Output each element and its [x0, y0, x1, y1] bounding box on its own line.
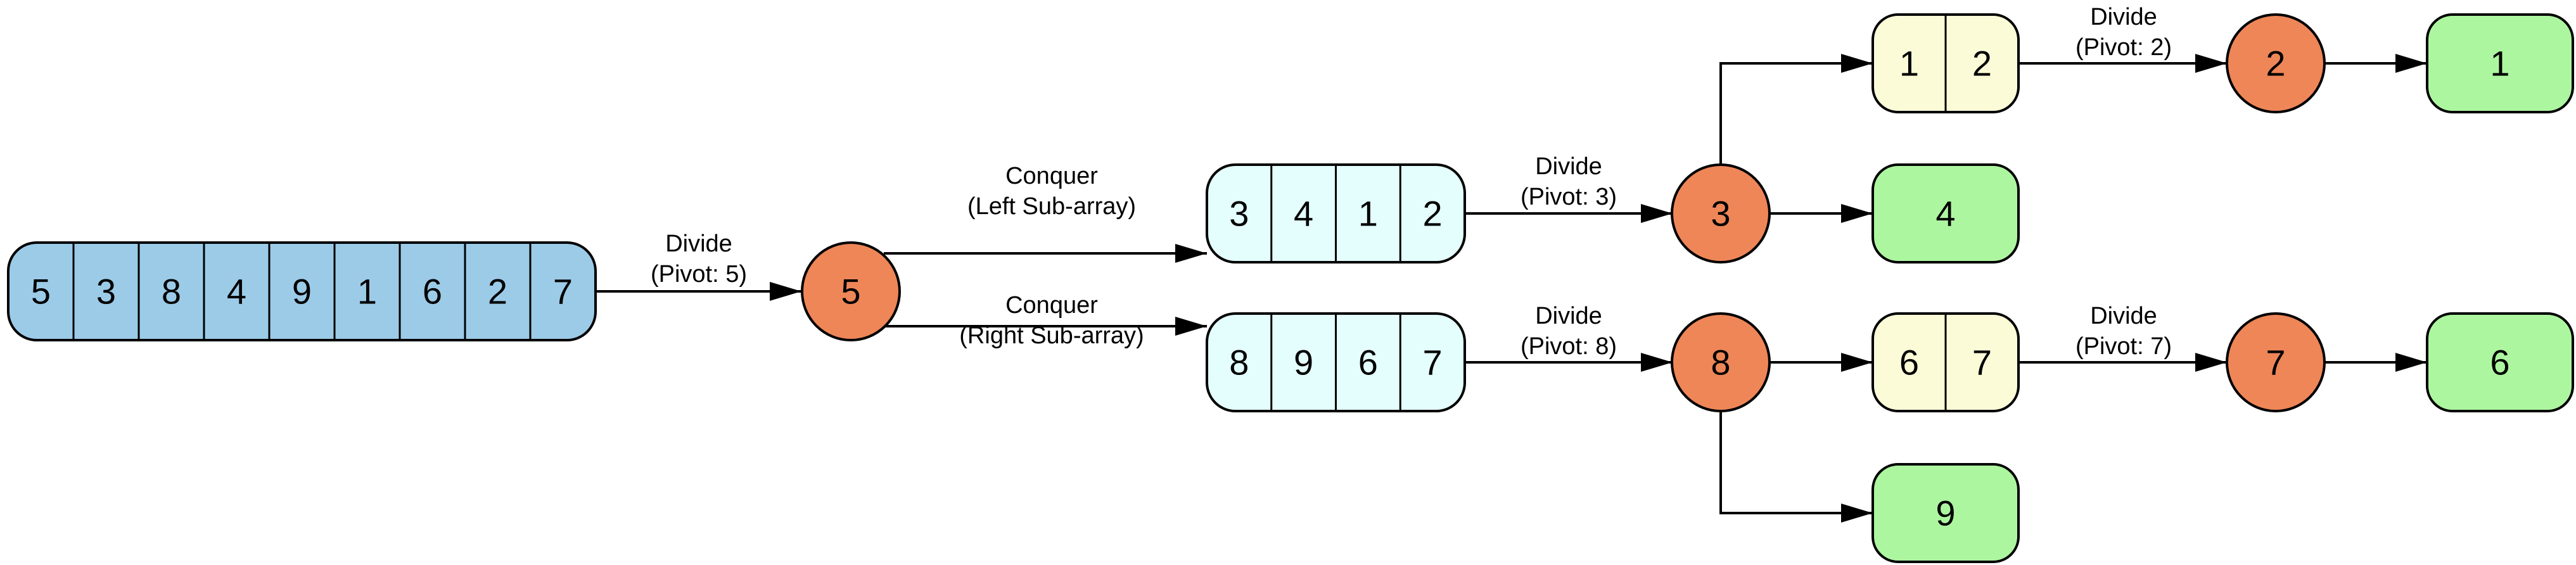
pivot-5: 5	[801, 241, 901, 341]
array-cell-value: 4	[227, 272, 246, 312]
array-cell-value: 1	[357, 272, 377, 312]
array-cell-value: 6	[1899, 343, 1919, 383]
leaf-label: 4	[1935, 194, 1955, 234]
array-cell-value: 5	[31, 272, 51, 312]
label-conquer-left-line2: (Left Sub-array)	[967, 193, 1136, 220]
pivot-label: 3	[1711, 194, 1730, 234]
pivot-label: 8	[1711, 343, 1730, 383]
label-conquer-right-line2: (Right Sub-array)	[959, 322, 1144, 349]
edges	[596, 54, 2427, 523]
pivot-7: 7	[2226, 312, 2326, 412]
array-cell-value: 9	[292, 272, 312, 312]
label-conquer-left-line1: Conquer	[1005, 163, 1098, 189]
label-divide-3-line1: Divide	[1535, 153, 1602, 180]
pivot-circle	[1671, 163, 1771, 263]
array-cell-value: 2	[1972, 44, 1992, 84]
leaf-1: 1	[2426, 13, 2574, 113]
array-cell-value: 7	[1423, 343, 1443, 383]
pivot-circle	[2226, 312, 2326, 412]
array-cell-value: 6	[423, 272, 442, 312]
leaf-6: 6	[2426, 312, 2574, 412]
array-box	[7, 241, 597, 341]
pivot-circle	[1671, 312, 1771, 412]
label-divide-5-line1: Divide	[665, 231, 732, 257]
leaf-label: 1	[2490, 44, 2509, 84]
leaf-box	[2426, 13, 2574, 113]
label-divide-2-line1: Divide	[2090, 4, 2157, 30]
leaf-9: 9	[1871, 463, 2020, 563]
right-subarray: 8 9 6 7	[1206, 312, 1466, 412]
array-cell-value: 8	[1229, 343, 1249, 383]
pivot-label: 5	[841, 272, 860, 312]
label-divide-2-line2: (Pivot: 2)	[2075, 34, 2172, 61]
label-divide-7-line2: (Pivot: 7)	[2075, 333, 2172, 360]
array-cell-value: 7	[553, 272, 573, 312]
leaf-box	[2426, 312, 2574, 412]
pivot-circle	[2226, 13, 2326, 113]
label-divide-8-line2: (Pivot: 8)	[1521, 333, 1617, 360]
array-cell-value: 4	[1294, 194, 1313, 234]
array-cell-value: 2	[1423, 194, 1443, 234]
array-cell-value: 1	[1899, 44, 1919, 84]
leaf-box	[1871, 163, 2020, 263]
array-cell-value: 9	[1294, 343, 1313, 383]
label-conquer-right-line1: Conquer	[1005, 292, 1098, 319]
pivot-8: 8	[1671, 312, 1771, 412]
leaf-4: 4	[1871, 163, 2020, 263]
leaf-label: 9	[1935, 493, 1955, 533]
array-cell-value: 8	[162, 272, 181, 312]
leaf-label: 6	[2490, 343, 2509, 383]
pivot-circle	[801, 241, 901, 341]
edge-p8-to-leaf9	[1719, 411, 1873, 523]
pivot-2: 2	[2226, 13, 2326, 113]
array-cell-value: 3	[1229, 194, 1249, 234]
label-divide-7-line1: Divide	[2090, 303, 2157, 329]
edge-labels: Divide (Pivot: 5) Conquer (Left Sub-arra…	[651, 4, 2172, 360]
edge-p3-to-leftsmall	[1719, 54, 1873, 165]
label-divide-5-line2: (Pivot: 5)	[651, 261, 747, 288]
pivot-label: 7	[2266, 343, 2285, 383]
label-divide-8-line1: Divide	[1535, 303, 1602, 329]
pivot-label: 2	[2266, 44, 2285, 84]
root-array: 5 3 8 4 9 1 6 2 7	[7, 241, 597, 341]
array-cell-value: 6	[1358, 343, 1378, 383]
array-cell-value: 7	[1972, 343, 1992, 383]
array-cell-value: 2	[488, 272, 507, 312]
left-subarray: 3 4 1 2	[1206, 163, 1466, 263]
pivot-3: 3	[1671, 163, 1771, 263]
array-cell-value: 1	[1358, 194, 1378, 234]
leaf-box	[1871, 463, 2020, 563]
array-cell-value: 3	[96, 272, 116, 312]
label-divide-3-line2: (Pivot: 3)	[1521, 184, 1617, 210]
